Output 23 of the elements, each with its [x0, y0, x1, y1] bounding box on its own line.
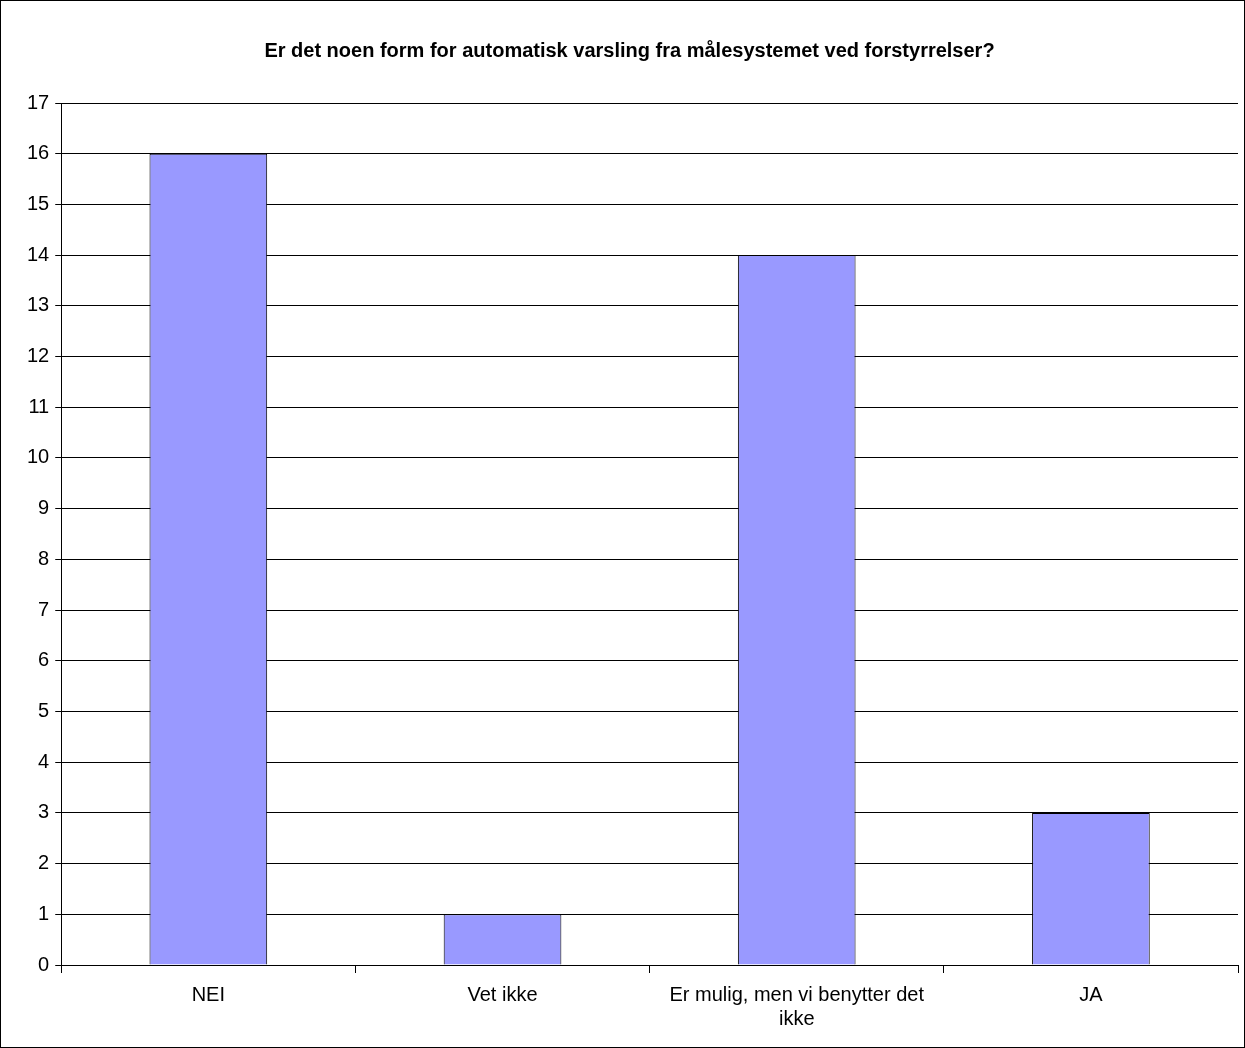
y-tick-label: 16 [27, 141, 50, 164]
y-tick-label: 0 [38, 952, 50, 975]
y-tick-label: 9 [38, 496, 50, 519]
y-tick-label: 13 [27, 293, 50, 316]
y-tick-label: 1 [38, 901, 50, 924]
y-tick-label: 15 [27, 191, 50, 214]
y-tick-label: 10 [27, 445, 50, 468]
y-tick-label: 6 [38, 648, 50, 671]
x-tick-label: Er mulig, men vi benytter det ikke [669, 982, 925, 1029]
x-tick-label: NEI [191, 982, 226, 1005]
x-tick-label: Vet ikke [467, 982, 538, 1005]
y-tick-label: 12 [27, 344, 50, 367]
y-tick-label: 2 [38, 851, 50, 874]
y-tick-label: 7 [38, 597, 50, 620]
y-tick-label: 3 [38, 800, 50, 823]
y-tick-label: 8 [38, 546, 50, 569]
y-tick-label: 14 [27, 242, 50, 265]
y-tick-label: 11 [28, 394, 50, 417]
y-tick-label: 4 [38, 749, 50, 772]
y-tick-label: 5 [38, 698, 50, 721]
x-tick-label: JA [1079, 982, 1104, 1005]
y-tick-label: 17 [27, 90, 50, 113]
chart-title: Er det noen form for automatisk varsling fra målesystemet ved forstyrrelser? [264, 38, 995, 61]
